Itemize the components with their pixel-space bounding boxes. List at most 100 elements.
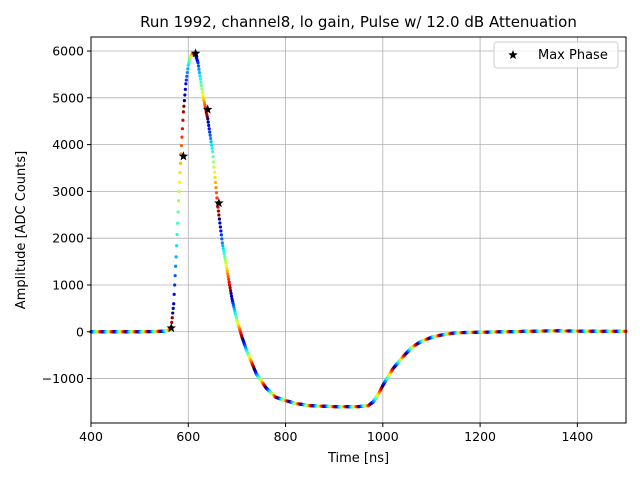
waveform-point <box>179 143 184 148</box>
waveform-point <box>176 199 181 203</box>
max-phase-star <box>202 104 213 114</box>
y-tick-label: 3000 <box>52 184 84 199</box>
waveform-point <box>171 306 175 310</box>
y-axis-label: Amplitude [ADC Counts] <box>14 151 29 309</box>
legend-box <box>493 41 619 69</box>
waveform-point <box>196 61 200 65</box>
max-phase-star <box>214 198 224 208</box>
waveform-series <box>89 51 628 409</box>
waveform-point <box>213 175 217 179</box>
waveform-point <box>184 82 188 86</box>
waveform-point <box>228 283 232 287</box>
y-tick-label: 4000 <box>52 137 84 152</box>
waveform-point <box>171 311 175 315</box>
waveform-point <box>214 191 219 195</box>
waveform-point <box>229 291 233 295</box>
waveform-point <box>229 294 234 298</box>
waveform-point <box>228 288 233 293</box>
waveform-point <box>175 232 179 237</box>
waveform-point <box>185 70 189 75</box>
chart-title: Run 1992, channel8, lo gain, Pulse w/ 12… <box>140 13 577 31</box>
waveform-point <box>223 258 227 262</box>
grid <box>90 37 626 423</box>
y-tick-label: 6000 <box>52 44 84 59</box>
waveform-point <box>221 244 225 248</box>
waveform-point <box>184 78 188 82</box>
waveform-point <box>197 70 202 75</box>
waveform-point <box>196 64 201 68</box>
y-tick-label: 1000 <box>52 277 84 292</box>
axis-ticks: 400 600 800 1000 1200 1400 −1000 0 1000 2000 3000 4… <box>42 44 594 444</box>
y-tick-label: 2000 <box>52 231 84 246</box>
x-tick-label: 600 <box>176 429 200 444</box>
y-tick-label: 0 <box>76 324 84 339</box>
waveform-point <box>180 135 184 139</box>
waveform-point <box>219 229 223 233</box>
waveform-point <box>198 74 202 78</box>
waveform-point <box>175 221 180 225</box>
waveform-point <box>173 283 177 287</box>
waveform-point <box>226 272 230 276</box>
y-tick-label: 5000 <box>52 90 84 105</box>
waveform-point <box>210 150 215 154</box>
waveform-point <box>176 210 180 214</box>
waveform-point <box>197 67 201 71</box>
waveform-point <box>221 246 225 251</box>
waveform-point <box>227 280 231 284</box>
x-tick-label: 1000 <box>367 429 399 444</box>
waveform-point <box>217 213 221 217</box>
waveform-point <box>228 286 232 290</box>
waveform-point <box>225 266 229 270</box>
waveform-point <box>170 316 174 320</box>
waveform-point <box>198 77 203 81</box>
waveform-point <box>174 264 178 268</box>
waveform-point <box>181 110 186 114</box>
waveform-point <box>209 140 213 144</box>
waveform-point <box>219 233 223 237</box>
waveform-point <box>209 136 213 141</box>
waveform-point <box>218 225 222 229</box>
max-phase-series <box>166 48 224 333</box>
waveform-point <box>175 244 179 248</box>
waveform-point <box>206 120 210 124</box>
waveform-point <box>225 269 229 273</box>
waveform-point <box>177 180 182 184</box>
waveform-point <box>182 99 186 103</box>
waveform-point <box>186 67 190 71</box>
waveform-point <box>211 160 216 164</box>
waveform-point <box>174 255 178 259</box>
waveform-point <box>212 165 216 169</box>
legend-star-icon <box>508 50 518 60</box>
waveform-point <box>215 196 219 200</box>
waveform-point <box>200 90 204 94</box>
waveform-point <box>227 277 231 281</box>
waveform-point <box>170 320 174 325</box>
waveform-point <box>210 146 214 150</box>
waveform-point <box>207 123 211 128</box>
waveform-point <box>212 170 217 174</box>
waveform-point <box>222 249 226 253</box>
waveform-point <box>173 274 177 278</box>
waveform-point <box>220 241 224 245</box>
waveform-point <box>206 117 210 121</box>
waveform-point <box>181 118 185 122</box>
waveform-point <box>172 292 176 296</box>
waveform-point <box>224 260 228 265</box>
max-phase-star <box>178 151 189 161</box>
waveform-point <box>222 252 226 256</box>
waveform-point <box>183 93 187 97</box>
waveform-point <box>199 84 203 88</box>
waveform-point <box>216 209 221 213</box>
waveform-point <box>211 155 215 159</box>
x-tick-label: 800 <box>274 429 298 444</box>
waveform-point <box>172 302 176 306</box>
waveform-point <box>180 127 185 131</box>
plot-frame <box>90 36 627 424</box>
x-tick-label: 400 <box>79 429 103 444</box>
waveform-point <box>199 80 203 84</box>
waveform-point <box>218 221 222 225</box>
y-tick-label: −1000 <box>42 371 84 386</box>
max-phase-star <box>166 323 177 333</box>
